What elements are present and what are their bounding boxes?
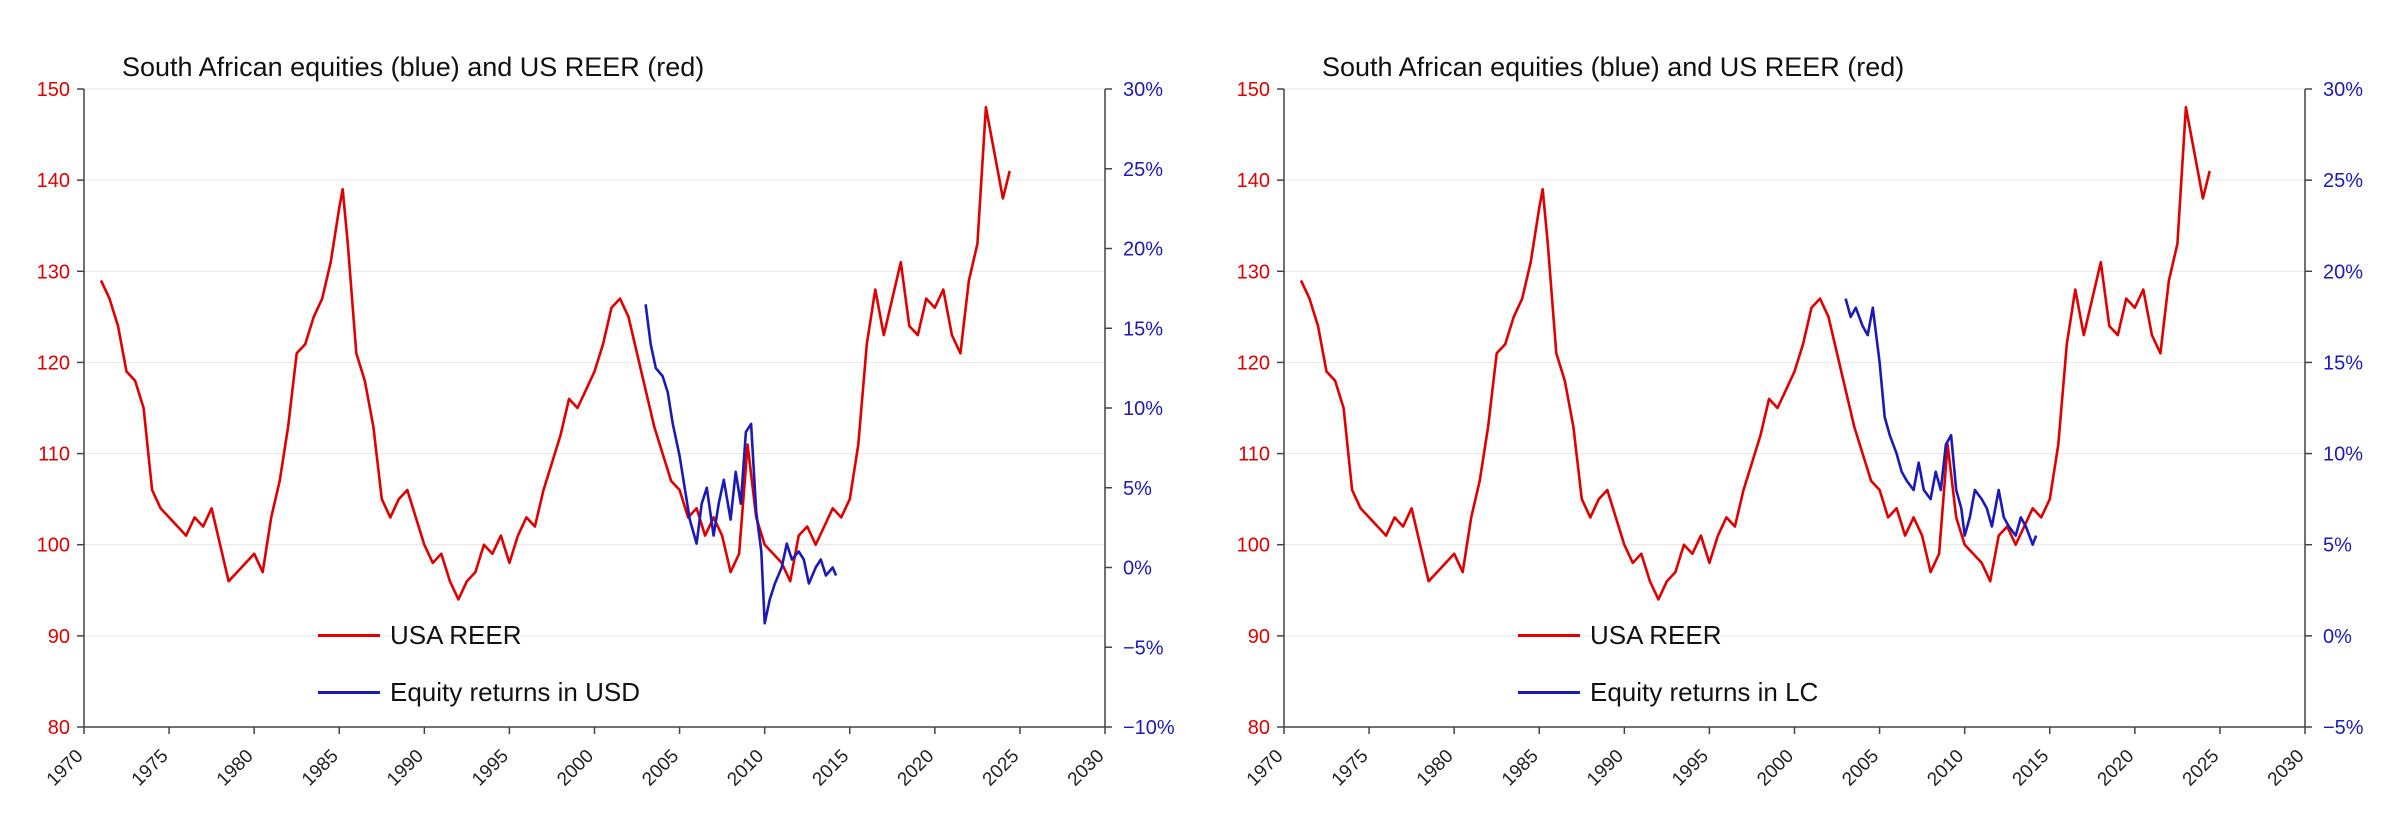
- x-tick-label: 1990: [383, 746, 428, 791]
- x-tick-label: 1970: [1243, 746, 1288, 791]
- grid-lines: [84, 88, 1105, 637]
- left-tick-label: 120: [37, 352, 70, 374]
- left-tick-label: 100: [1237, 535, 1270, 557]
- chart-title: South African equities (blue) and US REE…: [1322, 52, 1905, 82]
- series-lines: [99, 105, 1011, 625]
- series-lines: [1299, 105, 2211, 601]
- right-tick-label: 20%: [2323, 261, 2363, 283]
- right-tick-label: 0%: [2323, 626, 2352, 648]
- x-tick-label: 2000: [1753, 746, 1798, 791]
- right-tick-label: 5%: [1123, 478, 1152, 500]
- right-tick-label: 30%: [1123, 79, 1163, 101]
- right-tick-label: 30%: [2323, 79, 2363, 101]
- left-tick-label: 80: [48, 717, 70, 739]
- left-tick-label: 110: [1238, 444, 1270, 466]
- x-tick-label: 2010: [723, 746, 768, 791]
- x-tick-label: 2020: [894, 746, 939, 791]
- x-tick-label: 2000: [553, 746, 598, 791]
- x-tick-label: 2015: [2009, 746, 2054, 791]
- left-tick-label: 90: [1248, 626, 1270, 648]
- left-tick-label: 130: [37, 261, 70, 283]
- legend-label-reer: USA REER: [1590, 619, 1722, 650]
- x-tick-label: 1995: [1668, 746, 1713, 791]
- right-tick-label: −5%: [2323, 717, 2364, 739]
- right-tick-label: −10%: [1123, 717, 1175, 739]
- x-tick-label: 2010: [1923, 746, 1968, 791]
- right-tick-label: 15%: [2323, 352, 2363, 374]
- right-tick-label: 0%: [1123, 558, 1152, 580]
- x-tick-label: 1985: [1498, 746, 1543, 791]
- legend-item-reer: USA REER: [318, 615, 718, 655]
- series-line-equity: [1844, 298, 2038, 546]
- left-tick-label: 110: [38, 444, 70, 466]
- legend-swatch-equity: [1518, 690, 1580, 694]
- left-tick-label: 150: [37, 79, 70, 101]
- right-tick-label: −5%: [1123, 637, 1164, 659]
- chart-svg-left: 80 90 100 110 120 130 140 150 −10% −5% 0% 5% 10% 15% 2…: [37, 79, 1175, 791]
- chart-panel-right: 80 90 100 110 120 130 140 150 −5% 0% 5% 10% 15% 20% 25…: [1200, 0, 2400, 828]
- series-line-reer: [99, 105, 1011, 601]
- legend-label-reer: USA REER: [390, 619, 522, 650]
- left-tick-label: 140: [1237, 170, 1270, 192]
- left-tick-label: 130: [1237, 261, 1270, 283]
- right-tick-label: 10%: [2323, 444, 2363, 466]
- x-tick-label: 1985: [298, 746, 343, 791]
- x-tick-label: 1975: [1328, 746, 1373, 791]
- legend-item-reer: USA REER: [1518, 615, 1918, 655]
- x-tick-label: 2030: [2264, 746, 2309, 791]
- left-tick-label: 120: [1237, 352, 1270, 374]
- x-tick-label: 2030: [1064, 746, 1109, 791]
- x-tick-label: 1995: [468, 746, 513, 791]
- right-tick-label: 20%: [1123, 239, 1163, 261]
- right-tick-label: 15%: [1123, 318, 1163, 340]
- axes: [1277, 88, 2312, 734]
- legend-swatch-reer: [318, 633, 380, 637]
- x-tick-label: 2025: [979, 746, 1024, 791]
- right-tick-label: 5%: [2323, 535, 2352, 557]
- x-tick-label: 2025: [2179, 746, 2224, 791]
- legend-item-equity: Equity returns in LC: [1518, 672, 1918, 712]
- right-tick-label: 10%: [1123, 398, 1163, 420]
- legend-label-equity: Equity returns in USD: [390, 676, 640, 707]
- left-tick-label: 100: [37, 535, 70, 557]
- x-tick-label: 2005: [638, 746, 683, 791]
- x-tick-label: 1975: [128, 746, 173, 791]
- chart-svg-right: 80 90 100 110 120 130 140 150 −5% 0% 5% 10% 15% 20% 25…: [1237, 79, 2364, 791]
- legend-item-equity: Equity returns in USD: [318, 672, 718, 712]
- x-tick-label: 2020: [2094, 746, 2139, 791]
- x-tick-label: 1970: [43, 746, 88, 791]
- left-tick-label: 150: [1237, 79, 1270, 101]
- x-tick-label: 2015: [809, 746, 854, 791]
- grid-lines: [1284, 88, 2305, 637]
- x-tick-label: 1980: [1413, 746, 1458, 791]
- left-tick-label: 140: [37, 170, 70, 192]
- right-tick-label: 25%: [2323, 170, 2363, 192]
- legend-swatch-reer: [1518, 633, 1580, 637]
- x-tick-label: 1980: [213, 746, 258, 791]
- legend-label-equity: Equity returns in LC: [1590, 676, 1819, 707]
- left-tick-label: 80: [1248, 717, 1270, 739]
- series-line-reer: [1299, 105, 2211, 601]
- chart-title: South African equities (blue) and US REE…: [122, 52, 705, 82]
- left-tick-label: 90: [48, 626, 70, 648]
- x-tick-label: 1990: [1583, 746, 1628, 791]
- axes: [77, 88, 1112, 734]
- legend-swatch-equity: [318, 690, 380, 694]
- series-line-equity: [644, 304, 838, 625]
- x-tick-label: 2005: [1838, 746, 1883, 791]
- right-tick-label: 25%: [1123, 159, 1163, 181]
- chart-panel-left: 80 90 100 110 120 130 140 150 −10% −5% 0% 5% 10% 15% 2…: [37, 52, 1175, 791]
